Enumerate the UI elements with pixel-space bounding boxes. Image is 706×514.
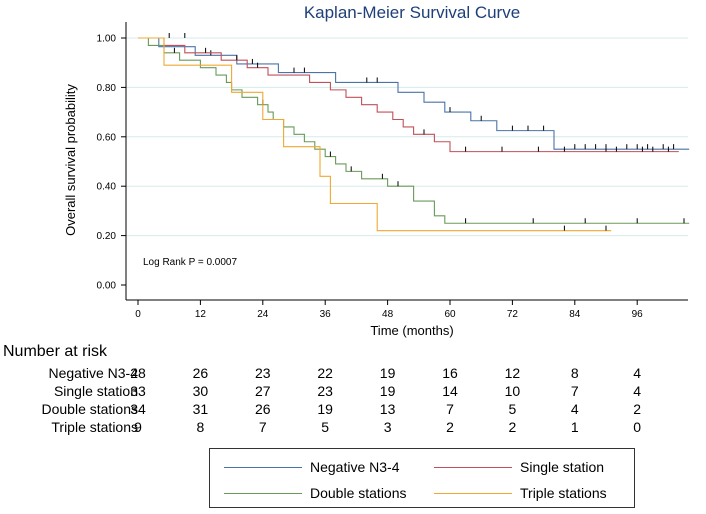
y-tick-label: 0.00 bbox=[97, 281, 117, 292]
chart-title: Kaplan-Meier Survival Curve bbox=[304, 3, 520, 22]
y-axis-title: Overall survival probability bbox=[63, 84, 78, 236]
risk-cell: 26 bbox=[255, 401, 271, 417]
x-tick-label: 48 bbox=[382, 309, 394, 320]
risk-cell: 19 bbox=[317, 401, 333, 417]
risk-cell: 1 bbox=[570, 419, 579, 435]
x-tick-label: 0 bbox=[135, 309, 141, 320]
risk-cell: 16 bbox=[442, 365, 458, 381]
legend-label-double: Double stations bbox=[310, 485, 407, 501]
legend-line-single bbox=[434, 467, 512, 468]
x-tick-label: 84 bbox=[569, 309, 581, 320]
x-tick-label: 96 bbox=[632, 309, 644, 320]
x-tick-label: 72 bbox=[507, 309, 519, 320]
risk-row-label: Negative N3-4 bbox=[48, 365, 139, 381]
x-tick-label: 12 bbox=[195, 309, 207, 320]
risk-cell: 0 bbox=[633, 419, 642, 435]
risk-cell: 7 bbox=[258, 419, 267, 435]
y-tick-label: 0.60 bbox=[97, 132, 117, 143]
risk-cell: 12 bbox=[504, 365, 521, 381]
legend-line-triple bbox=[434, 493, 512, 494]
log-rank-annotation: Log Rank P = 0.0007 bbox=[143, 257, 237, 268]
risk-cell: 2 bbox=[633, 401, 642, 417]
legend-item-negative: Negative N3-4 bbox=[224, 458, 424, 478]
risk-cell: 27 bbox=[255, 383, 271, 399]
legend-label-negative: Negative N3-4 bbox=[310, 459, 400, 475]
km-chart: Kaplan-Meier Survival Curve 0.00 0.20 0.40… bbox=[63, 3, 690, 338]
risk-row-label: Double stations bbox=[41, 401, 138, 417]
risk-cell: 5 bbox=[508, 401, 517, 417]
risk-cell: 4 bbox=[633, 365, 642, 381]
grid-lines bbox=[126, 37, 688, 237]
y-tick-label: 0.40 bbox=[97, 182, 117, 193]
y-tick-label: 0.80 bbox=[97, 83, 117, 94]
risk-cell: 4 bbox=[633, 383, 642, 399]
risk-cell: 22 bbox=[317, 365, 333, 381]
x-tick-label: 36 bbox=[320, 309, 332, 320]
risk-cell: 5 bbox=[321, 419, 330, 435]
risk-cell: 13 bbox=[379, 401, 396, 417]
risk-cell: 31 bbox=[192, 401, 209, 417]
legend-line-double bbox=[224, 493, 302, 494]
risk-cell: 30 bbox=[192, 383, 209, 399]
risk-cell: 23 bbox=[317, 383, 333, 399]
risk-table-heading: Number at risk bbox=[3, 343, 108, 360]
x-tick-label: 24 bbox=[257, 309, 269, 320]
risk-cell: 28 bbox=[130, 365, 146, 381]
risk-cell: 9 bbox=[134, 419, 142, 435]
legend-item-double: Double stations bbox=[224, 484, 424, 504]
legend-item-single: Single station bbox=[434, 458, 634, 478]
risk-cell: 19 bbox=[379, 365, 396, 381]
risk-cell: 7 bbox=[446, 401, 454, 417]
risk-cell: 23 bbox=[255, 365, 271, 381]
y-tick-label: 0.20 bbox=[97, 231, 117, 242]
risk-cell: 34 bbox=[130, 401, 146, 417]
risk-cell: 2 bbox=[446, 419, 454, 435]
legend-item-triple: Triple stations bbox=[434, 484, 634, 504]
risk-cell: 10 bbox=[504, 383, 521, 399]
risk-cell: 33 bbox=[130, 383, 146, 399]
risk-cell: 2 bbox=[508, 419, 517, 435]
legend: Negative N3-4 Single station Double stat… bbox=[209, 448, 635, 508]
legend-label-single: Single station bbox=[520, 459, 605, 475]
risk-cell: 26 bbox=[192, 365, 209, 381]
legend-line-negative bbox=[224, 467, 302, 468]
km-curve-3 bbox=[138, 37, 612, 232]
risk-cell: 4 bbox=[570, 401, 579, 417]
x-axis-title: Time (months) bbox=[370, 323, 453, 338]
risk-cell: 3 bbox=[383, 419, 392, 435]
km-curve-1 bbox=[138, 37, 679, 153]
risk-cell: 19 bbox=[379, 383, 396, 399]
legend-label-triple: Triple stations bbox=[520, 485, 607, 501]
series-group bbox=[138, 33, 690, 232]
risk-cell: 14 bbox=[442, 383, 458, 399]
risk-row-label: Triple stations bbox=[51, 419, 138, 435]
x-tick-label: 60 bbox=[444, 309, 456, 320]
risk-cell: 8 bbox=[196, 419, 205, 435]
y-tick-label: 1.00 bbox=[97, 34, 117, 45]
km-curve-0 bbox=[138, 37, 690, 150]
risk-cell: 8 bbox=[570, 365, 579, 381]
axes: 0.00 0.20 0.40 0.60 0.80 1.00 0 12 24 36 48 60 72 84 9… bbox=[97, 22, 688, 320]
risk-row-label: Single station bbox=[53, 383, 138, 399]
risk-cell: 7 bbox=[570, 383, 579, 399]
